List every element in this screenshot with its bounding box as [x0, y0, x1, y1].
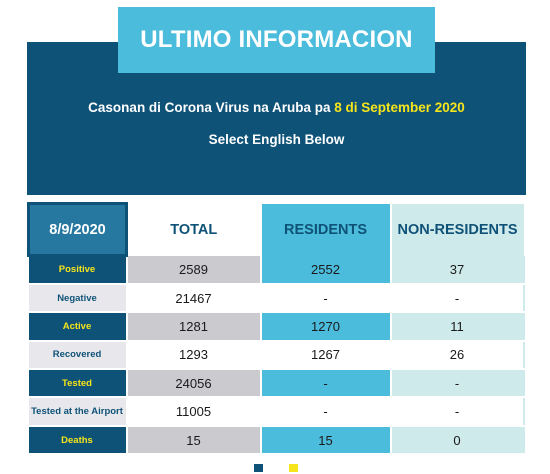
table-row: Positive 2589 2552 37 [28, 255, 525, 285]
cell-non-residents: - [389, 397, 525, 427]
stats-table-container: 8/9/2020 TOTAL RESIDENTS NON-RESIDENTS P… [27, 202, 526, 456]
select-english-link[interactable]: Select English Below [208, 132, 345, 147]
cell-non-residents: 37 [389, 255, 525, 285]
row-label-negative: Negative [28, 283, 127, 314]
title-box: ULTIMO INFORMACION [118, 7, 435, 73]
row-label-tested: Tested [28, 369, 127, 399]
table-row: Negative 21467 - - [28, 283, 525, 314]
row-label-active: Active [28, 312, 127, 342]
cell-non-residents: - [389, 369, 525, 399]
cell-total: 15 [125, 425, 261, 456]
cell-total: 1281 [125, 312, 261, 342]
subtitle-date: 8 di September 2020 [334, 100, 465, 115]
cell-total: 24056 [125, 369, 261, 399]
table-row: Deaths 15 15 0 [28, 425, 525, 456]
stats-table: 8/9/2020 TOTAL RESIDENTS NON-RESIDENTS P… [27, 202, 525, 456]
table-row: Active 1281 1270 11 [28, 312, 525, 342]
table-row: Tested at the Airport 11005 - - [28, 397, 525, 427]
row-label-deaths: Deaths [28, 425, 127, 456]
pagination-dot-1[interactable] [254, 464, 263, 472]
cell-total: 11005 [125, 397, 261, 427]
cell-total: 21467 [125, 283, 261, 314]
row-label-recovered: Recovered [28, 340, 127, 371]
cell-total: 1293 [125, 340, 261, 371]
cell-non-residents: - [389, 283, 525, 314]
cell-residents: - [259, 369, 391, 399]
cell-non-residents: 26 [389, 340, 525, 371]
page-title: ULTIMO INFORMACION [140, 26, 413, 53]
table-header-row: 8/9/2020 TOTAL RESIDENTS NON-RESIDENTS [27, 202, 524, 257]
non-residents-header: NON-RESIDENTS [389, 203, 524, 256]
cell-residents: 2552 [259, 255, 391, 285]
cell-residents: 1270 [259, 312, 391, 342]
total-header: TOTAL [126, 203, 261, 256]
slide-pagination [254, 464, 298, 472]
row-label-tested-airport: Tested at the Airport [28, 397, 127, 427]
cell-residents: - [259, 397, 391, 427]
cell-non-residents: 0 [389, 425, 525, 456]
cell-residents: 15 [259, 425, 391, 456]
subtitle-text: Casonan di Corona Virus na Aruba pa [88, 100, 331, 115]
cell-non-residents: 11 [389, 312, 525, 342]
cell-residents: - [259, 283, 391, 314]
table-row: Tested 24056 - - [28, 369, 525, 399]
pagination-dot-2[interactable] [289, 464, 298, 472]
cell-total: 2589 [125, 255, 261, 285]
subtitle: Casonan di Corona Virus na Aruba pa 8 di… [27, 100, 526, 115]
row-label-positive: Positive [28, 255, 127, 285]
residents-header: RESIDENTS [259, 203, 391, 256]
table-row: Recovered 1293 1267 26 [28, 340, 525, 371]
date-header: 8/9/2020 [27, 202, 128, 257]
cell-residents: 1267 [259, 340, 391, 371]
